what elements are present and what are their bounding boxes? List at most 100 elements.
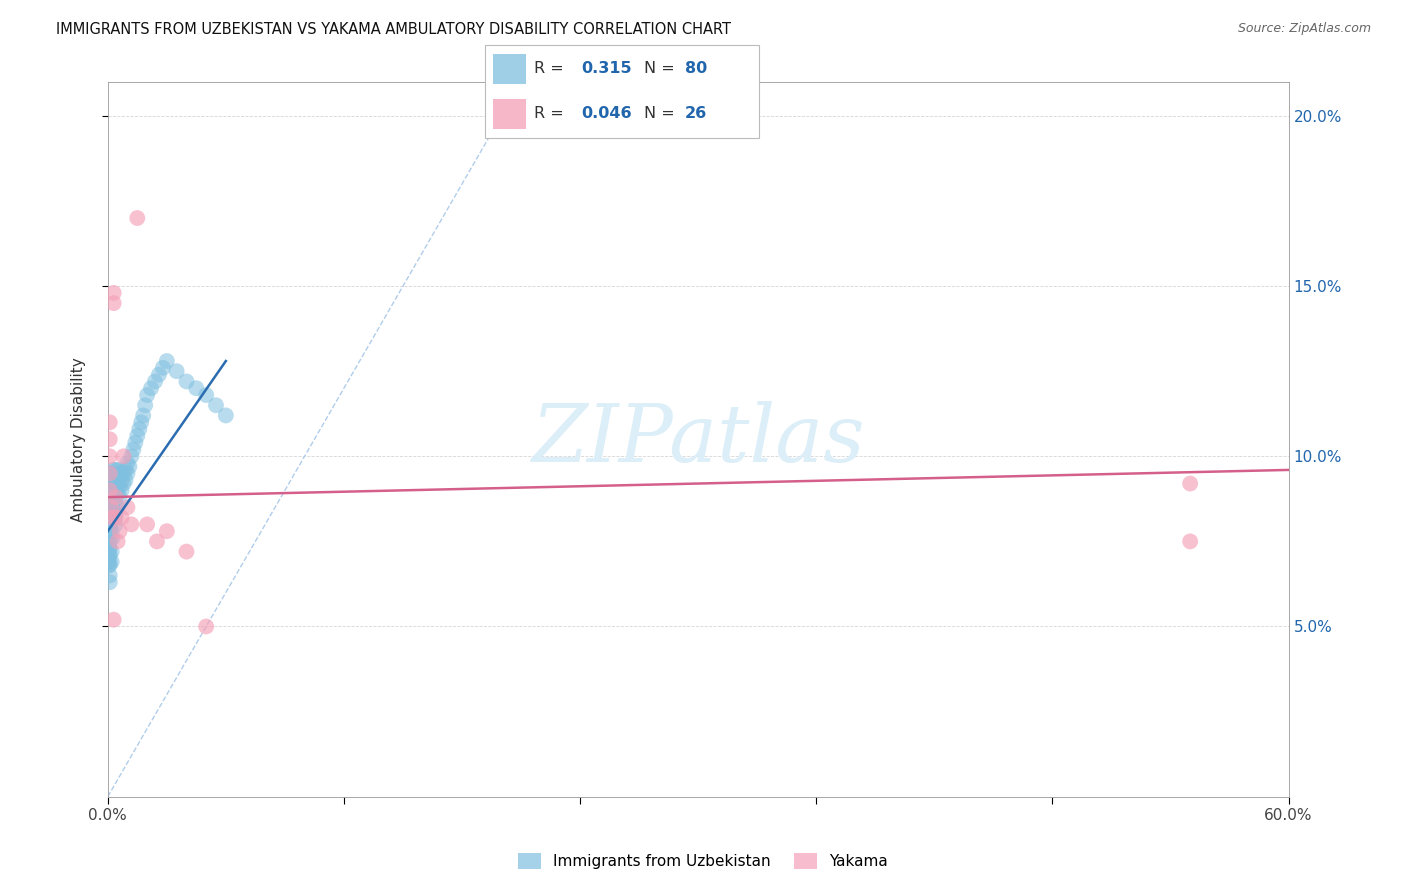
Point: [114, 473, 136, 487]
Text: R =: R =: [534, 106, 569, 121]
Point: [156, 524, 179, 539]
Point: [112, 450, 135, 464]
Point: [98, 490, 121, 504]
Point: [103, 500, 125, 515]
Point: [107, 463, 129, 477]
Point: [146, 534, 169, 549]
Point: [100, 500, 122, 515]
Point: [110, 510, 132, 524]
Point: [104, 463, 127, 477]
Point: [108, 524, 131, 539]
Point: [97, 541, 120, 556]
Point: [100, 510, 122, 524]
Point: [139, 381, 162, 395]
Text: N =: N =: [644, 62, 681, 77]
Text: ZIPatlas: ZIPatlas: [531, 401, 865, 478]
Point: [98, 534, 121, 549]
Point: [136, 517, 159, 532]
Point: [134, 398, 156, 412]
Point: [186, 381, 208, 395]
Text: R =: R =: [534, 62, 569, 77]
Point: [98, 558, 121, 573]
Point: [120, 450, 142, 464]
Point: [100, 476, 122, 491]
Point: [104, 497, 127, 511]
Point: [205, 398, 228, 412]
Point: [98, 467, 121, 481]
Point: [108, 480, 131, 494]
Point: [108, 490, 131, 504]
Point: [112, 467, 135, 481]
Text: 26: 26: [685, 106, 707, 121]
Point: [98, 483, 121, 498]
Point: [104, 490, 127, 504]
Point: [100, 524, 122, 539]
Point: [124, 435, 146, 450]
Point: [97, 534, 120, 549]
Point: [117, 500, 139, 515]
Point: [152, 360, 174, 375]
Point: [103, 296, 125, 310]
Point: [98, 415, 121, 429]
Point: [98, 476, 121, 491]
Point: [98, 548, 121, 562]
Text: 80: 80: [685, 62, 707, 77]
Point: [112, 476, 135, 491]
Legend: Immigrants from Uzbekistan, Yakama: Immigrants from Uzbekistan, Yakama: [512, 847, 894, 875]
Point: [98, 450, 121, 464]
Point: [129, 415, 152, 429]
FancyBboxPatch shape: [485, 45, 759, 138]
Point: [104, 473, 127, 487]
Point: [98, 500, 121, 515]
Bar: [494, 99, 526, 129]
Point: [98, 517, 121, 532]
Point: [103, 285, 125, 300]
Point: [101, 531, 124, 545]
Point: [156, 354, 179, 368]
Point: [132, 409, 155, 423]
Point: [100, 500, 122, 515]
Point: [143, 375, 166, 389]
Point: [195, 388, 218, 402]
Point: [107, 476, 129, 491]
Point: [166, 364, 188, 378]
Point: [107, 534, 129, 549]
Point: [98, 548, 121, 562]
Point: [103, 613, 125, 627]
Point: [104, 517, 127, 532]
Point: [100, 507, 122, 521]
Point: [100, 544, 122, 558]
Point: [103, 473, 125, 487]
Point: [97, 544, 120, 558]
Point: [103, 463, 125, 477]
Point: [98, 531, 121, 545]
Point: [122, 442, 145, 457]
Point: [127, 211, 149, 225]
Point: [114, 463, 136, 477]
Point: [1178, 534, 1201, 549]
Point: [215, 409, 238, 423]
Point: [104, 483, 127, 498]
Point: [103, 483, 125, 498]
Point: [104, 507, 127, 521]
Point: [1178, 476, 1201, 491]
Point: [98, 432, 121, 446]
Point: [108, 467, 131, 481]
Point: [98, 510, 121, 524]
Point: [98, 568, 121, 582]
Bar: [494, 54, 526, 84]
Y-axis label: Ambulatory Disability: Ambulatory Disability: [72, 357, 86, 522]
Text: 0.315: 0.315: [581, 62, 631, 77]
Point: [104, 510, 127, 524]
Text: Source: ZipAtlas.com: Source: ZipAtlas.com: [1237, 22, 1371, 36]
Point: [98, 541, 121, 556]
Point: [97, 551, 120, 566]
Point: [176, 375, 198, 389]
Point: [100, 510, 122, 524]
Point: [195, 619, 218, 633]
Text: 0.046: 0.046: [581, 106, 631, 121]
Point: [100, 517, 122, 532]
Text: N =: N =: [644, 106, 681, 121]
Point: [98, 524, 121, 539]
Point: [107, 487, 129, 501]
